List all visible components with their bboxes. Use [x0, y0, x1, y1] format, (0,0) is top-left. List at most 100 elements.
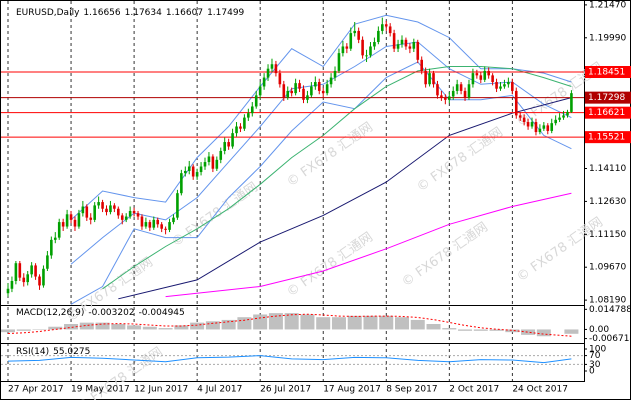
- candle-body: [117, 208, 120, 216]
- label-part: EURUSD,Daily: [16, 8, 80, 18]
- candle-body: [377, 30, 380, 43]
- candle-body: [270, 64, 274, 69]
- candle-body: [53, 237, 57, 240]
- histogram-bar: [521, 329, 536, 335]
- candle-body: [392, 33, 396, 49]
- candle-body: [73, 219, 77, 227]
- histogram-bar: [111, 324, 126, 330]
- candle-body: [337, 53, 341, 71]
- candle-body: [191, 166, 195, 177]
- x-tick-label: 27 Apr 2017: [8, 385, 64, 395]
- candle-body: [495, 82, 498, 89]
- x-tick-label: 17 Aug 2017: [323, 385, 381, 395]
- candle-body: [325, 84, 329, 94]
- candle-body: [172, 217, 175, 223]
- level-tag: [585, 91, 631, 104]
- indicator-label: RSI(14) 55.0275: [16, 347, 90, 357]
- candle-body: [483, 70, 487, 80]
- y-tick-label: 30: [589, 360, 601, 370]
- candle-body: [239, 126, 242, 129]
- candle-body: [120, 215, 124, 220]
- candle-body: [381, 24, 384, 31]
- histogram-bar: [426, 324, 441, 330]
- indicator-line: [165, 192, 572, 298]
- level-label: 1.15521: [588, 133, 625, 143]
- histogram-bar: [284, 313, 299, 330]
- histogram-bar: [79, 322, 94, 330]
- histogram-bar: [410, 319, 425, 330]
- candle-body: [329, 77, 333, 85]
- candle-body: [349, 33, 353, 49]
- indicator-line: [70, 61, 572, 305]
- candle-body: [195, 172, 199, 177]
- candle-body: [124, 216, 128, 220]
- level-tag: [585, 106, 631, 119]
- histogram-bar: [205, 321, 220, 330]
- level-label: 1.18451: [588, 68, 625, 78]
- candle-body: [444, 97, 447, 100]
- candle-body: [302, 88, 305, 100]
- candle-body: [570, 93, 573, 112]
- y-tick-label: 1.21470: [589, 0, 626, 10]
- candle-body: [365, 55, 368, 57]
- label-part: 1.16656: [83, 8, 120, 18]
- histogram-bar: [190, 322, 205, 330]
- histogram-bar: [379, 315, 394, 330]
- candle-body: [10, 280, 14, 289]
- x-tick-label: 8 Sep 2017: [386, 385, 437, 395]
- label-part: 1.17499: [207, 8, 244, 18]
- candle-body: [227, 142, 230, 147]
- histogram-bar: [16, 329, 31, 331]
- candle-body: [361, 39, 364, 56]
- candle-body: [57, 222, 61, 238]
- level-label: 1.17298: [588, 93, 625, 103]
- indicator-label: EURUSD,Daily 1.16656 1.17634 1.16607 1.17499: [16, 8, 245, 18]
- candle-body: [101, 202, 104, 209]
- candle-body: [546, 125, 550, 131]
- candle-body: [447, 96, 451, 100]
- candle-body: [136, 213, 140, 217]
- histogram-bar: [363, 315, 378, 330]
- candle-body: [219, 150, 223, 160]
- histogram-bar: [458, 329, 473, 331]
- x-tick-label: 19 May 2017: [71, 385, 130, 395]
- y-tick-label: 100: [589, 345, 606, 355]
- candle-body: [459, 84, 463, 91]
- y-tick-label: 1.12630: [589, 197, 626, 207]
- candle-body: [341, 46, 345, 54]
- candle-body: [522, 117, 526, 123]
- y-tick-label: -0.006714: [589, 334, 631, 344]
- histogram-bar: [316, 317, 331, 330]
- y-tick-label: 1.14110: [589, 164, 626, 174]
- candle-body: [475, 73, 479, 76]
- candle-body: [89, 217, 93, 220]
- candle-body: [81, 206, 85, 214]
- candle-body: [61, 222, 65, 227]
- candle-body: [46, 255, 49, 269]
- y-tick-label: 1.19990: [589, 33, 626, 43]
- candle-body: [317, 82, 321, 91]
- histogram-bar: [473, 329, 488, 331]
- candle-body: [176, 193, 179, 218]
- candle-body: [487, 70, 490, 76]
- candle-body: [140, 216, 144, 227]
- indicator-line: [7, 313, 572, 337]
- candle-body: [278, 73, 282, 85]
- histogram-bar: [347, 315, 362, 330]
- candle-body: [298, 83, 301, 89]
- histogram-bar: [489, 329, 504, 331]
- candle-body: [526, 122, 530, 127]
- candle-body: [455, 84, 459, 91]
- histogram-bar: [221, 319, 236, 330]
- candle-body: [467, 84, 471, 98]
- indicator-line: [118, 97, 572, 300]
- candle-body: [550, 123, 554, 131]
- histogram-bar: [536, 329, 551, 337]
- candle-body: [451, 90, 455, 97]
- histogram-bar: [1, 329, 15, 333]
- candle-body: [184, 170, 187, 174]
- histogram-bar: [442, 328, 457, 330]
- x-tick-label: 2 Oct 2017: [449, 385, 499, 395]
